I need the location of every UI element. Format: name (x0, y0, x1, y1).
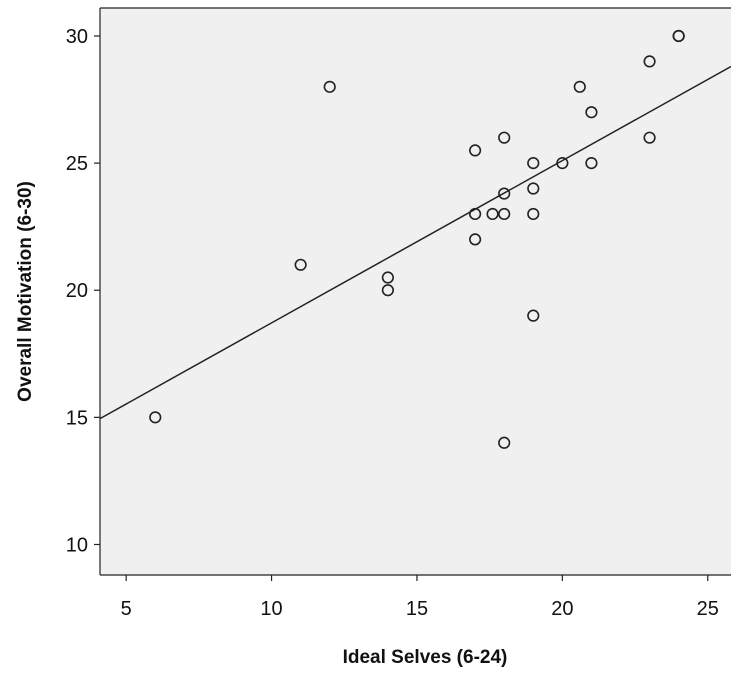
data-point (527, 207, 540, 221)
y-tick-label: 30 (66, 26, 88, 48)
x-axis-label: Ideal Selves (6-24) (343, 647, 508, 668)
y-axis-ticks: 10 15 20 25 30 (66, 26, 100, 556)
data-point (498, 436, 511, 449)
data-point (149, 411, 162, 424)
y-tick-label: 10 (66, 534, 88, 556)
data-point (556, 156, 569, 170)
data-point (585, 106, 598, 119)
x-tick-label: 10 (260, 598, 282, 620)
data-point (323, 80, 336, 93)
data-point (527, 156, 540, 170)
data-point (486, 207, 499, 221)
x-tick-label: 25 (697, 598, 719, 620)
data-point (381, 284, 394, 297)
x-tick-label: 15 (406, 598, 428, 620)
data-point (498, 131, 511, 144)
regression-line (99, 65, 731, 420)
x-tick-label: 5 (121, 598, 132, 620)
y-tick-label: 25 (66, 153, 88, 175)
y-tick-label: 20 (66, 280, 88, 302)
data-point (585, 156, 598, 170)
data-point (469, 233, 482, 246)
data-point (294, 258, 307, 271)
data-point (573, 80, 586, 93)
y-tick-label: 15 (66, 407, 88, 429)
data-points (149, 29, 685, 449)
x-axis-ticks: 5 10 15 20 25 (121, 575, 719, 620)
plot-area (100, 8, 731, 575)
data-point (643, 131, 656, 144)
data-point (643, 55, 656, 68)
data-point (469, 144, 482, 157)
data-point (381, 271, 394, 284)
x-tick-label: 20 (551, 598, 573, 620)
data-point (498, 207, 511, 221)
data-point (498, 187, 511, 200)
y-axis-label: Overall Motivation (6-30) (15, 181, 36, 402)
data-point (527, 182, 540, 195)
data-point (469, 207, 482, 221)
data-point (672, 29, 685, 43)
data-point (527, 309, 540, 322)
